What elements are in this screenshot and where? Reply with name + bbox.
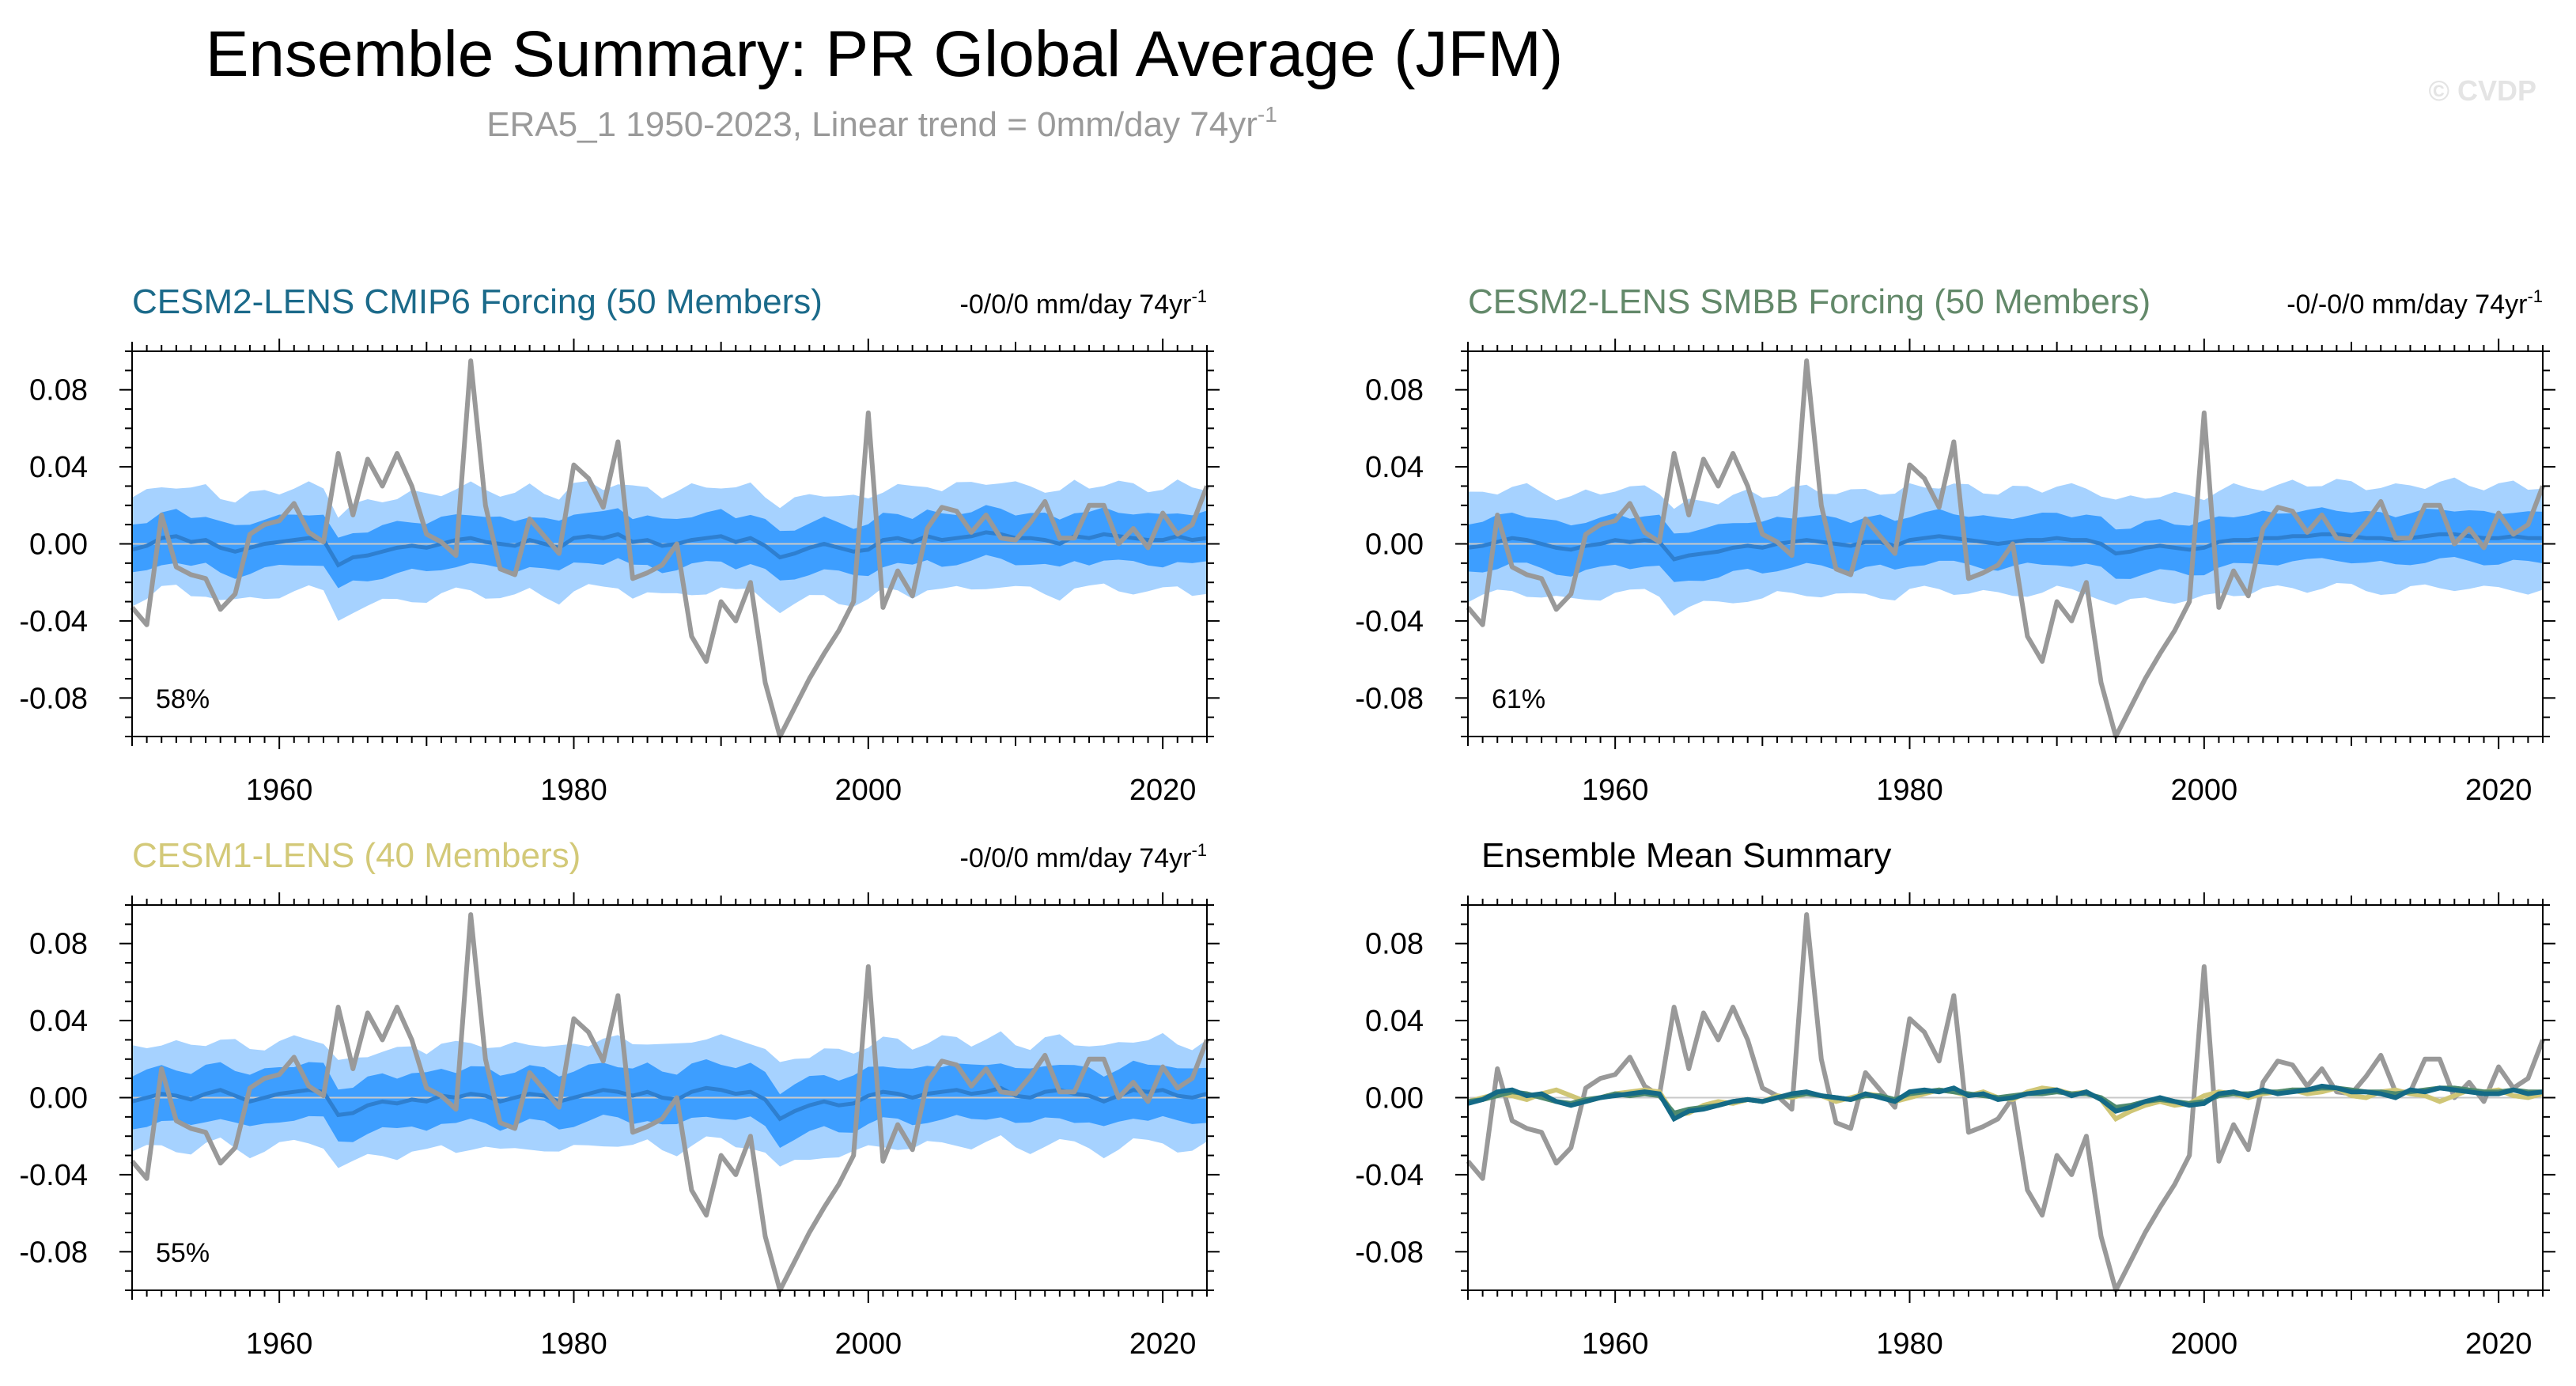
y-tick-label: 0.00 (29, 528, 88, 562)
panel-title: CESM1-LENS (40 Members) (132, 836, 581, 875)
y-tick-label: 0.08 (29, 374, 88, 407)
figure-title: Ensemble Summary: PR Global Average (JFM… (206, 18, 1564, 90)
y-tick-label: 0.04 (29, 1005, 88, 1038)
figure-subtitle: ERA5_1 1950-2023, Linear trend = 0mm/day… (486, 102, 1277, 144)
ensemble-inner-range-band (132, 1059, 1207, 1149)
x-tick-label: 2000 (835, 1327, 902, 1361)
panel-trend-value: -0/0/0 mm/day 74yr (960, 290, 1192, 320)
percent-within-range-label: 58% (156, 684, 210, 714)
panel-1: CESM2-LENS SMBB Forcing (50 Members) -0/-… (1355, 282, 2555, 807)
observed-era5-line (1466, 912, 2545, 1293)
observed-era5-line (1466, 358, 2545, 739)
x-tick-label: 1960 (246, 774, 313, 807)
x-tick-label: 2020 (1129, 774, 1197, 807)
figure-subtitle-superscript: -1 (1258, 102, 1277, 127)
x-tick-label: 1960 (246, 1327, 313, 1361)
y-tick-label: 0.08 (1365, 374, 1424, 407)
x-tick-label: 2000 (835, 774, 902, 807)
panel-trend-superscript: -1 (2527, 286, 2543, 306)
x-tick-label: 2000 (2171, 1327, 2238, 1361)
y-tick-label: -0.08 (19, 682, 88, 715)
y-tick-label: 0.00 (29, 1082, 88, 1115)
figure-subtitle-main: ERA5_1 1950-2023, Linear trend = 0mm/day… (486, 105, 1258, 144)
x-tick-label: 1980 (540, 1327, 607, 1361)
summary-mean-line (1467, 1083, 2544, 1123)
y-tick-label: -0.04 (1355, 1159, 1424, 1192)
y-tick-label: 0.00 (1365, 528, 1424, 562)
y-tick-label: 0.00 (1365, 1082, 1424, 1115)
y-tick-label: 0.04 (1365, 451, 1424, 484)
x-tick-label: 2020 (2465, 1327, 2532, 1361)
percent-within-range-label: 55% (156, 1238, 210, 1268)
ensemble-mean-line (1467, 532, 2543, 562)
y-tick-label: 0.04 (1365, 1005, 1424, 1038)
panel-title: CESM2-LENS CMIP6 Forcing (50 Members) (132, 282, 823, 321)
panels-container: CESM2-LENS CMIP6 Forcing (50 Members) -0/… (19, 282, 2555, 1361)
y-tick-label: 0.08 (29, 928, 88, 961)
panel-trend-superscript: -1 (1191, 840, 1207, 860)
y-tick-label: -0.08 (1355, 1236, 1424, 1269)
observed-era5-line (130, 358, 1209, 739)
y-tick-label: 0.04 (29, 451, 88, 484)
x-tick-label: 1980 (1876, 774, 1943, 807)
ensemble-mean-line (131, 530, 1208, 568)
panel-title: Ensemble Mean Summary (1481, 836, 1891, 875)
x-tick-label: 1960 (1582, 1327, 1649, 1361)
x-tick-label: 1960 (1582, 774, 1649, 807)
y-tick-label: -0.04 (1355, 605, 1424, 638)
panel-trend-label: -0/-0/0 mm/day 74yr-1 (2287, 286, 2543, 320)
panel-2: CESM1-LENS (40 Members) -0/0/0 mm/day 74y… (19, 836, 1220, 1361)
y-tick-label: 0.08 (1365, 928, 1424, 961)
y-tick-label: -0.04 (19, 1159, 88, 1192)
x-tick-label: 1980 (540, 774, 607, 807)
panel-0: CESM2-LENS CMIP6 Forcing (50 Members) -0/… (19, 282, 1220, 807)
panel-title: CESM2-LENS SMBB Forcing (50 Members) (1468, 282, 2150, 321)
panel-trend-label: -0/0/0 mm/day 74yr-1 (960, 286, 1207, 320)
y-tick-label: -0.04 (19, 605, 88, 638)
y-tick-label: -0.08 (19, 1236, 88, 1269)
y-tick-label: -0.08 (1355, 682, 1424, 715)
observed-era5-line (130, 912, 1209, 1293)
x-tick-label: 2000 (2171, 774, 2238, 807)
x-tick-label: 1980 (1876, 1327, 1943, 1361)
panel-3: Ensemble Mean Summary -0.08 -0.04 0.00 0.04 0… (1355, 836, 2555, 1361)
percent-within-range-label: 61% (1492, 684, 1545, 714)
x-tick-label: 2020 (2465, 774, 2532, 807)
panel-trend-value: -0/-0/0 mm/day 74yr (2287, 290, 2527, 320)
panel-trend-superscript: -1 (1191, 286, 1207, 306)
cvdp-watermark: © CVDP (2428, 74, 2536, 107)
panel-trend-value: -0/0/0 mm/day 74yr (960, 843, 1192, 873)
panel-trend-label: -0/0/0 mm/day 74yr-1 (960, 840, 1207, 873)
x-tick-label: 2020 (1129, 1327, 1197, 1361)
